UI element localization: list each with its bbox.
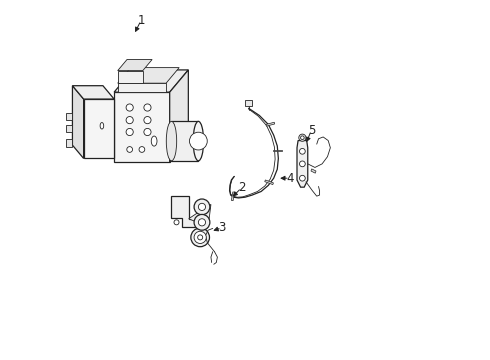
Ellipse shape	[151, 136, 157, 146]
Circle shape	[198, 203, 205, 211]
Polygon shape	[118, 68, 179, 83]
Circle shape	[198, 219, 205, 226]
Text: 3: 3	[218, 221, 225, 234]
Circle shape	[190, 132, 207, 150]
Circle shape	[299, 175, 305, 181]
Polygon shape	[66, 125, 73, 132]
Ellipse shape	[100, 122, 104, 129]
Text: 1: 1	[137, 14, 145, 27]
Polygon shape	[114, 70, 188, 92]
Circle shape	[299, 134, 306, 141]
Circle shape	[174, 220, 179, 225]
Circle shape	[126, 104, 133, 111]
Circle shape	[144, 117, 151, 124]
Ellipse shape	[193, 121, 203, 161]
Circle shape	[127, 147, 132, 152]
Circle shape	[126, 129, 133, 136]
Polygon shape	[118, 83, 166, 92]
Circle shape	[144, 104, 151, 111]
Polygon shape	[84, 99, 114, 158]
Polygon shape	[170, 70, 188, 162]
Circle shape	[194, 199, 210, 215]
Polygon shape	[245, 100, 252, 107]
Circle shape	[139, 147, 145, 152]
Circle shape	[126, 117, 133, 124]
Polygon shape	[273, 149, 282, 151]
Polygon shape	[231, 192, 235, 201]
Polygon shape	[266, 122, 275, 126]
Polygon shape	[114, 92, 170, 162]
Polygon shape	[172, 196, 207, 226]
Polygon shape	[118, 71, 143, 83]
Polygon shape	[66, 113, 73, 120]
Polygon shape	[311, 169, 316, 173]
Polygon shape	[172, 121, 198, 161]
Circle shape	[299, 161, 305, 167]
Polygon shape	[73, 86, 114, 99]
Circle shape	[191, 228, 210, 247]
Ellipse shape	[166, 121, 177, 161]
Circle shape	[300, 136, 304, 139]
Circle shape	[299, 148, 305, 154]
Text: 4: 4	[286, 172, 294, 185]
Circle shape	[144, 129, 151, 136]
Polygon shape	[118, 59, 152, 71]
Polygon shape	[265, 180, 273, 185]
Polygon shape	[73, 86, 84, 158]
Polygon shape	[189, 204, 211, 226]
Circle shape	[194, 231, 206, 243]
Text: 2: 2	[238, 181, 245, 194]
Circle shape	[194, 215, 210, 230]
Text: 5: 5	[308, 124, 315, 137]
Polygon shape	[66, 139, 73, 147]
Circle shape	[197, 235, 203, 240]
Polygon shape	[297, 140, 308, 187]
